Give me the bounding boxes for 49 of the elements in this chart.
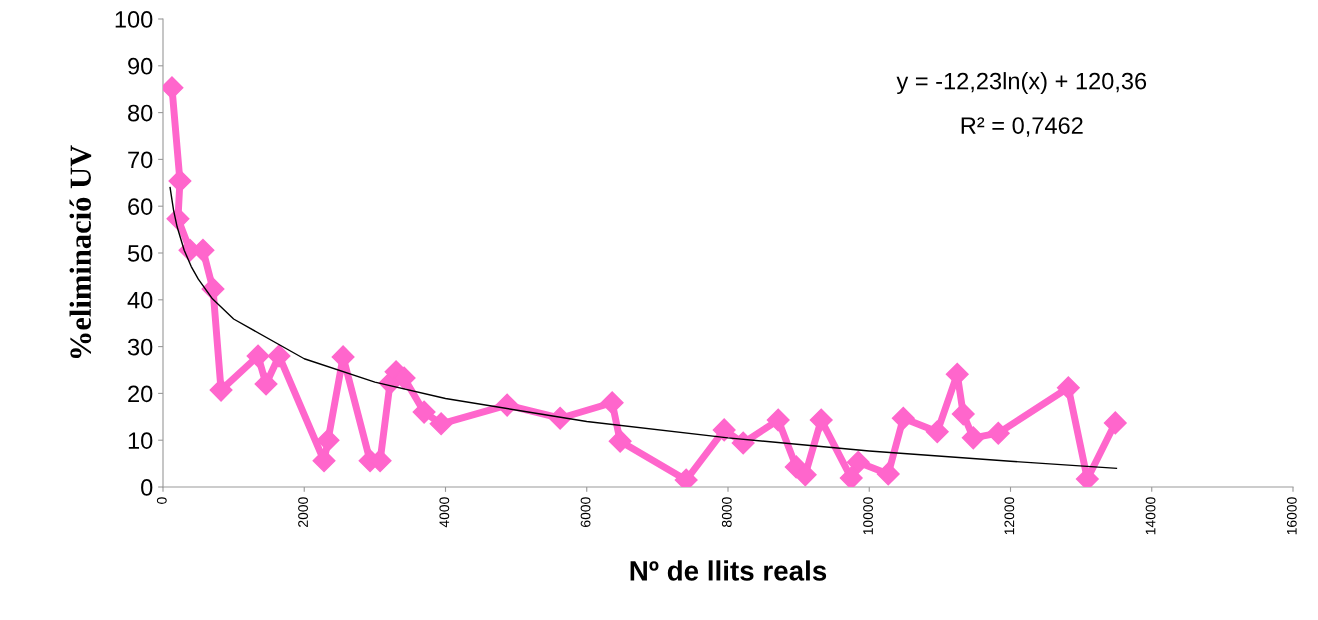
point [712, 418, 736, 442]
x-tick-label: 2000 [298, 497, 308, 527]
y-tick-label: 100 [115, 11, 153, 28]
point [925, 420, 949, 444]
y-tick-label: 20 [128, 385, 153, 403]
y-tick-label: 80 [128, 104, 153, 122]
point [876, 462, 900, 486]
point [267, 344, 291, 368]
y-tick-label: 10 [128, 432, 153, 449]
x-tick-label: 8000 [721, 497, 732, 528]
x-tick-label: 0 [156, 497, 167, 504]
point [846, 450, 870, 474]
point [839, 466, 863, 487]
y-tick-label: 30 [127, 338, 153, 356]
point [766, 408, 790, 432]
y-tick-label: 50 [127, 245, 153, 262]
point [254, 372, 278, 396]
x-tick-label: 12000 [1004, 497, 1015, 535]
point [1075, 467, 1099, 487]
annotation: y = -12,23ln(x) + 120,36 [896, 72, 1147, 95]
point [429, 412, 453, 436]
x-tick-label: 4000 [439, 497, 450, 528]
y-axis-title: %eliminació UV [69, 145, 92, 359]
point [246, 344, 270, 368]
y-tick-label: 40 [127, 291, 153, 309]
annotation: R² = 0,7462 [961, 117, 1083, 137]
x-tick-label: 14000 [1145, 497, 1156, 535]
y-tick-label: 90 [128, 57, 153, 75]
point [809, 408, 833, 432]
point [495, 393, 519, 417]
point [1056, 376, 1080, 400]
y-tick-label: 0 [141, 479, 153, 496]
point [412, 400, 436, 424]
point [1103, 411, 1127, 435]
x-axis-title: Nº de llits reals [630, 560, 827, 581]
point [951, 402, 975, 426]
x-tick-label: 10000 [863, 497, 873, 535]
x-tick-label: 16000 [1286, 497, 1297, 535]
point [961, 426, 985, 450]
point [986, 421, 1010, 445]
point [891, 406, 915, 430]
x-tick-label: 6000 [580, 497, 591, 527]
y-tick-label: 60 [128, 198, 153, 215]
point [600, 391, 624, 415]
point [608, 429, 632, 453]
point [168, 169, 192, 193]
point [316, 428, 340, 452]
y-tick-label: 70 [128, 151, 153, 169]
point [209, 378, 233, 402]
